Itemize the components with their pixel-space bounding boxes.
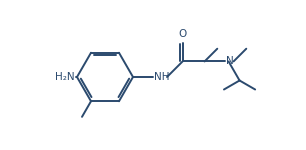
Text: NH: NH: [154, 72, 170, 82]
Text: H₂N: H₂N: [55, 72, 75, 82]
Text: N: N: [226, 56, 233, 66]
Text: O: O: [178, 29, 187, 39]
